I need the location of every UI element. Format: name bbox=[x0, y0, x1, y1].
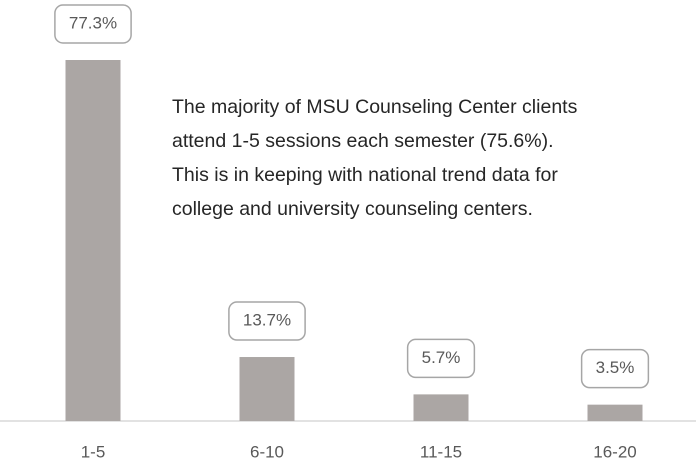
bar bbox=[413, 394, 469, 421]
value-label-box bbox=[228, 301, 306, 341]
annotation: The majority of MSU Counseling Center cl… bbox=[172, 96, 578, 118]
value-label-box bbox=[580, 348, 650, 389]
bar bbox=[587, 404, 643, 421]
x-tick-label: 1-5 bbox=[81, 442, 106, 461]
annotation: This is in keeping with national trend d… bbox=[172, 164, 558, 186]
annotation: attend 1-5 sessions each semester (75.6%… bbox=[172, 130, 554, 152]
value-label-box bbox=[54, 4, 132, 44]
value-label-box bbox=[406, 338, 476, 379]
x-tick-label: 6-10 bbox=[250, 442, 284, 461]
value-label: 77.3% bbox=[69, 13, 117, 32]
value-label: 13.7% bbox=[243, 311, 291, 330]
value-label: 3.5% bbox=[596, 358, 635, 377]
x-tick-label: 16-20 bbox=[593, 442, 636, 461]
value-label: 5.7% bbox=[422, 348, 461, 367]
x-tick-label: 11-15 bbox=[420, 442, 462, 461]
bar bbox=[65, 60, 121, 421]
bar bbox=[239, 357, 295, 421]
annotation: college and university counseling center… bbox=[172, 198, 533, 220]
